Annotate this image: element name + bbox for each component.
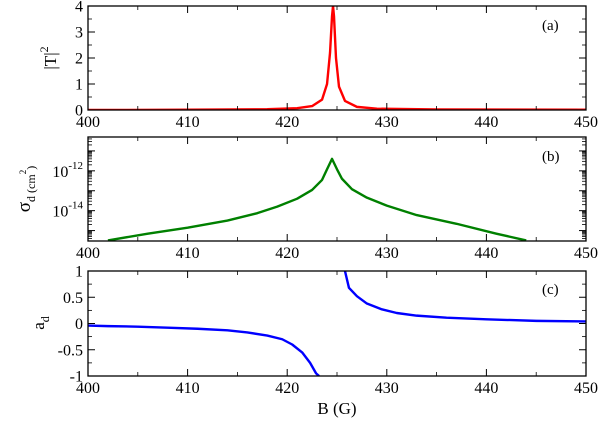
panel-c: 400 410 420 430 440 450 -1 -0.5 0 0.5 1 (c) ad B (… [29,264,598,419]
panel-c-ytick-label-1: -0.5 [58,342,83,359]
panel-c-xtick-label-1: 410 [176,380,200,397]
panel-c-ytick-label-0: -1 [70,369,83,386]
panel-b-ylabel: σd (cm2) [14,166,38,212]
panel-c-frame [87,270,587,377]
panel-a-ylabel: |T|2 [37,46,60,69]
panel-b-xtick-label-4: 440 [474,245,498,262]
panel-b-xtick-label-0: 400 [76,245,100,262]
panel-a-ytick-label-2: 2 [75,51,83,68]
panel-c-plot-area [88,271,586,376]
panel-c-xtick-label-4: 440 [474,380,498,397]
panel-b-ylabel-close: ) [24,166,38,170]
x-axis-label: B (G) [317,399,356,418]
panel-a-xtick-label-3: 430 [375,114,399,131]
panel-c-xtick-label-2: 420 [275,380,299,397]
panel-c-ylabel-main: a [29,322,48,330]
panel-a-ylabel-main: |T| [41,52,60,69]
panel-b-ylabel-sup: 2 [18,170,28,175]
panel-b-ylabel-main: σ [14,202,35,212]
panel-b-series-line-0 [107,157,527,241]
panel-a-xtick-label-1: 410 [176,114,200,131]
panel-a-ylabel-sup: 2 [37,46,51,52]
panel-a-ytick-label-0: 0 [75,103,83,120]
panel-c-tag: (c) [542,282,559,298]
panel-a-ytick-label-1: 1 [75,77,83,94]
panel-b-tag: (b) [542,149,560,165]
panel-b-ytick-label-0: 10-12 [52,160,83,181]
panel-c-xtick-label-3: 430 [375,380,399,397]
panel-b-ytick-label-1: 10-14 [52,200,83,221]
panel-a-xtick-label-4: 440 [474,114,498,131]
panel-b-ylabel-sub: d (cm [24,174,38,202]
panel-c-series-line-0 [88,324,320,376]
panel-a-xtick-label-0: 400 [76,114,100,131]
panel-a-ytick-label-3: 3 [75,25,83,42]
panel-c-series-line-1 [343,271,586,323]
panel-c-xtick-label-0: 400 [76,380,100,397]
panel-a-xtick-label-5: 450 [574,114,598,131]
panel-a-series-line-0 [88,6,586,110]
panel-b-xtick-label-1: 410 [176,245,200,262]
panel-b-xtick-label-3: 430 [375,245,399,262]
panel-c-ytick-label-2: 0 [75,316,83,333]
panel-b-frame [87,136,587,242]
panel-b: 400 410 420 430 440 450 10-12 10-14 (b) σd (cm2… [14,136,598,262]
panel-c-ytick-label-4: 1 [75,264,83,281]
panel-c-ylabel: ad [29,316,52,330]
panel-b-xtick-label-5: 450 [574,245,598,262]
panel-a-tag: (a) [542,18,559,34]
panel-b-plot-area [107,157,527,241]
panel-b-axes: 400 410 420 430 440 450 10-12 10-14 [52,136,598,262]
panel-c-ylabel-sub: d [38,316,52,322]
panel-c-axes: 400 410 420 430 440 450 -1 -0.5 0 0.5 1 [58,264,598,398]
panel-a-ytick-label-4: 4 [75,0,83,16]
panel-c-xtick-label-5: 450 [574,380,598,397]
panel-b-xtick-label-2: 420 [275,245,299,262]
panel-a-plot-area [88,6,586,110]
panel-a-xtick-label-2: 420 [275,114,299,131]
panel-a-axes: 400 410 420 430 440 450 0 1 2 3 4 [75,0,598,131]
panel-c-ytick-label-3: 0.5 [63,290,83,307]
